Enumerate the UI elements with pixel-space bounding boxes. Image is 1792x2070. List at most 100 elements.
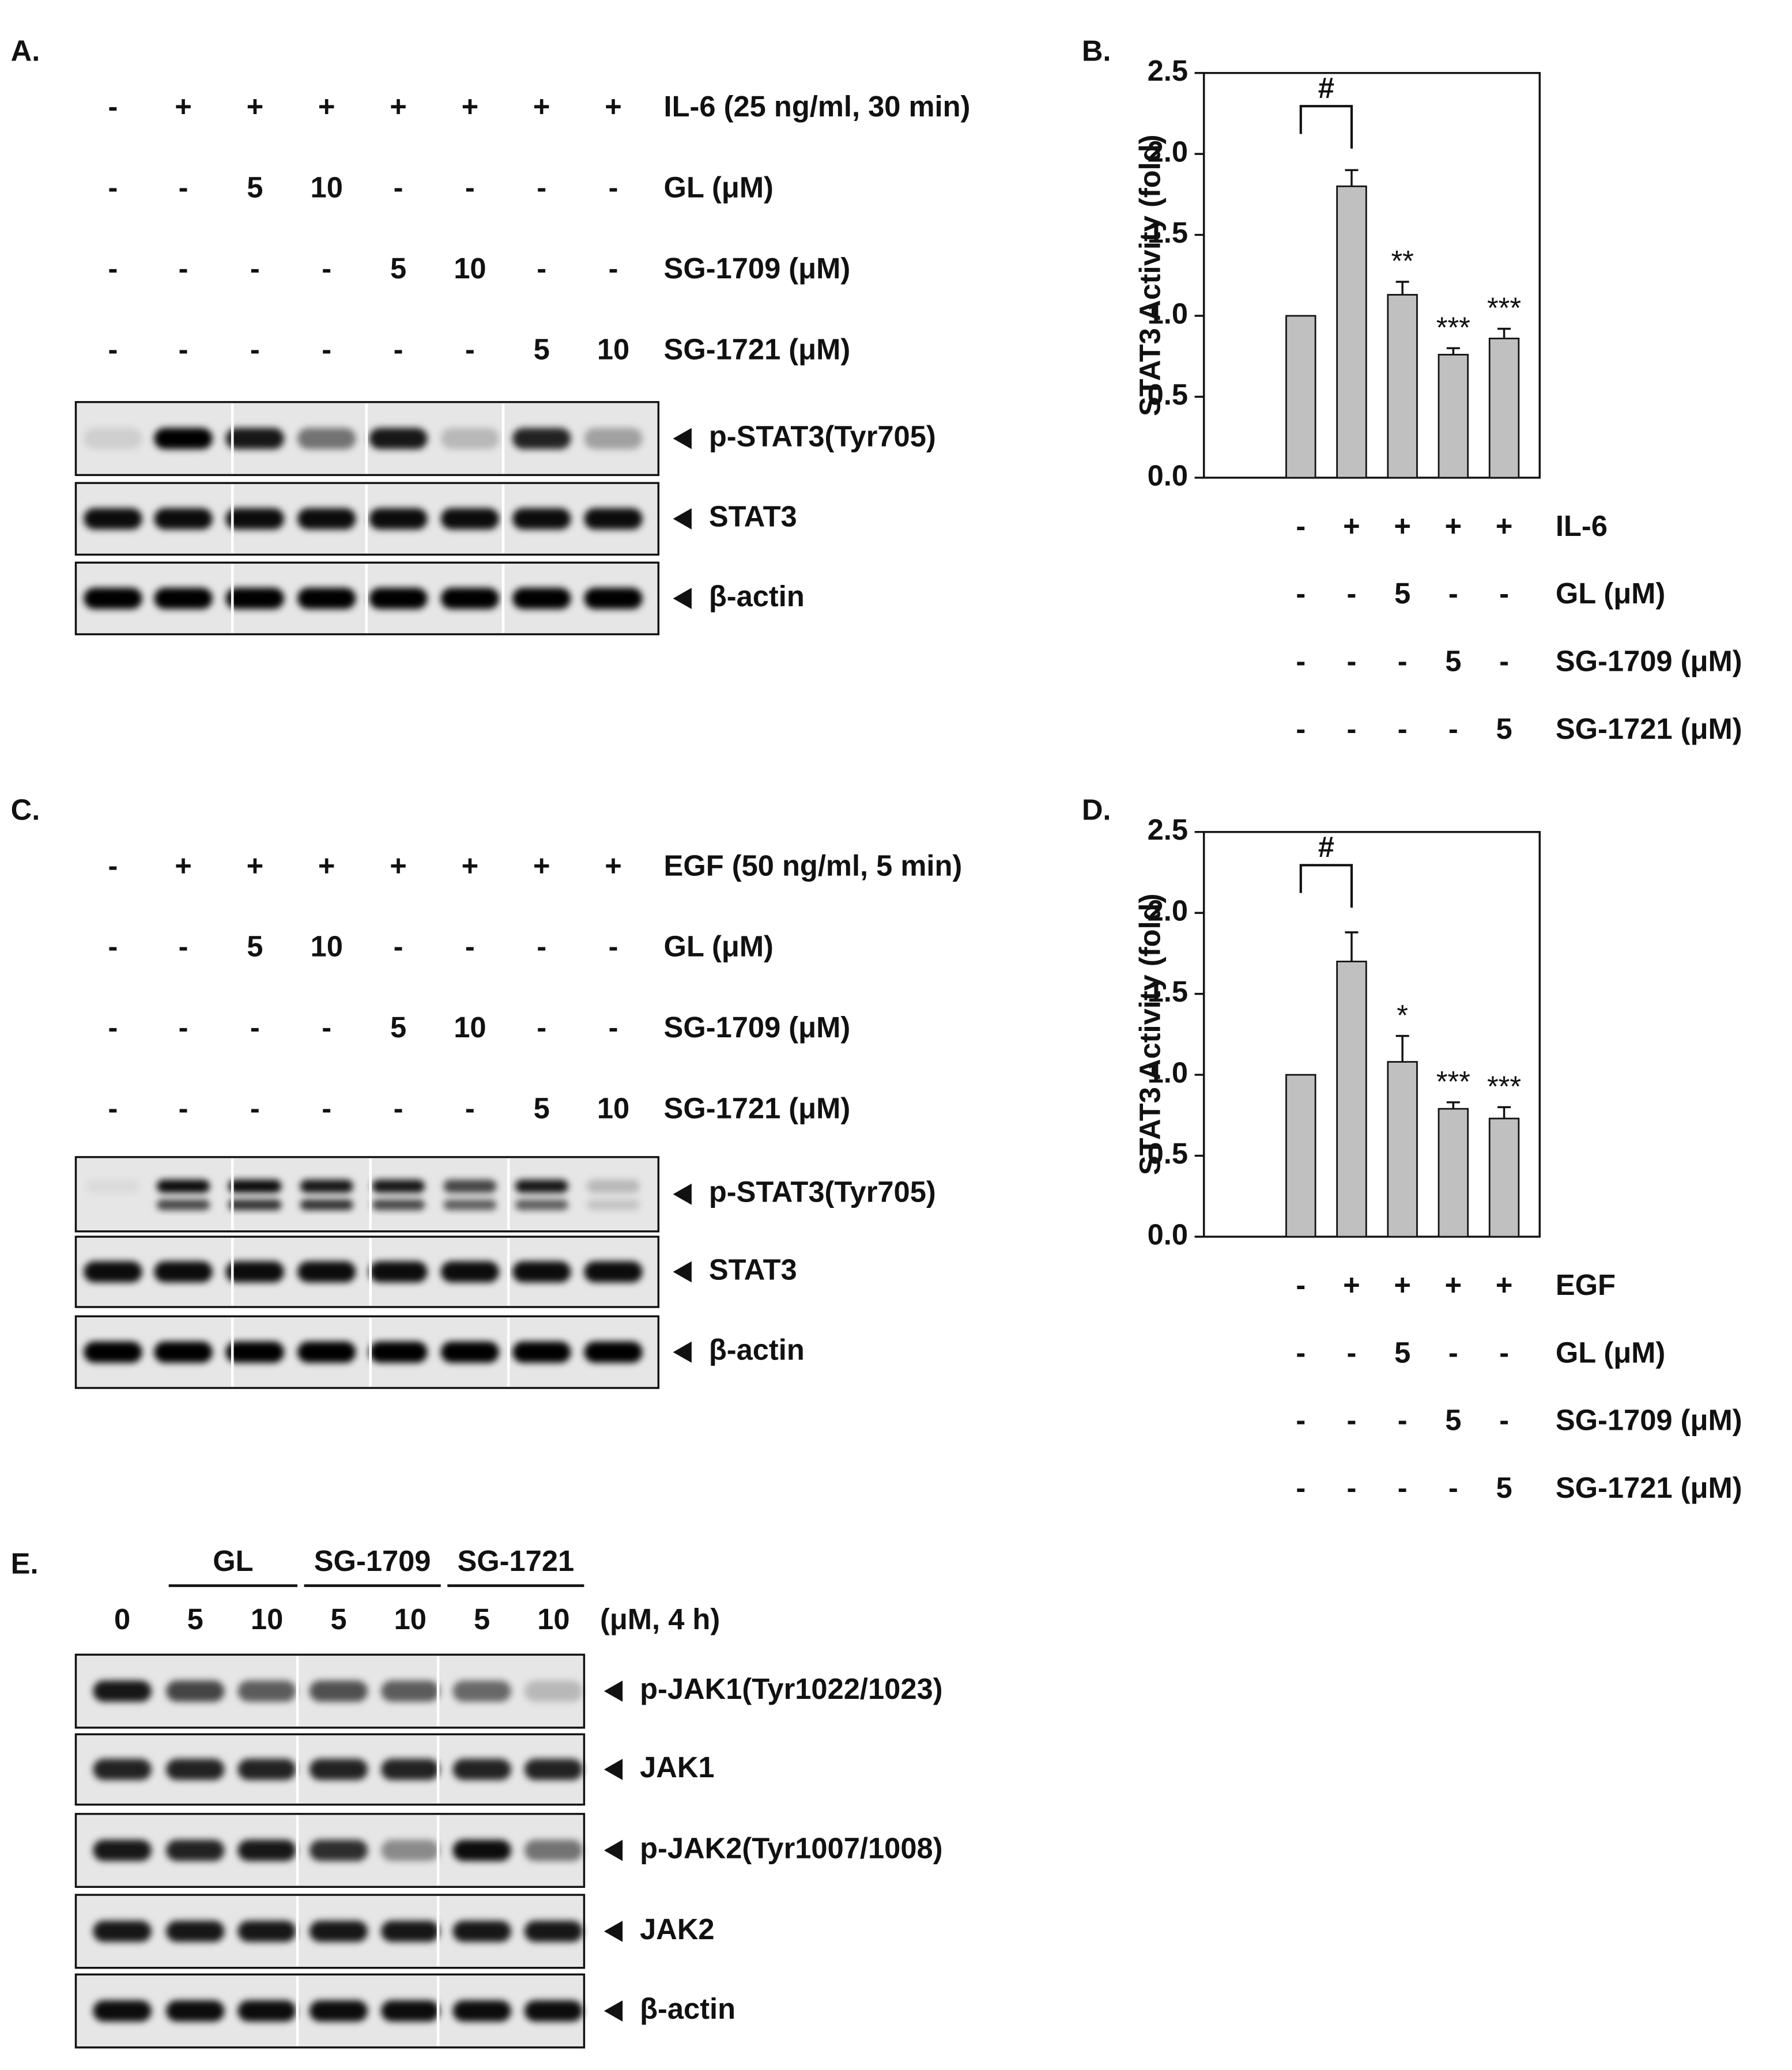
- condition-cell: -: [250, 252, 260, 285]
- band: [93, 1680, 152, 1702]
- band: [584, 508, 643, 530]
- y-axis-label: STAT3 Activity (fold): [1133, 894, 1166, 1176]
- condition-cell: 10: [597, 1092, 629, 1125]
- blot-label: p-STAT3(Tyr705): [709, 420, 936, 452]
- significance: *: [1397, 999, 1408, 1032]
- band: [584, 1341, 643, 1363]
- lane-label: 5: [474, 1603, 490, 1635]
- condition-cell: +: [175, 90, 192, 123]
- band: [512, 508, 571, 530]
- condition-cell: -: [1347, 645, 1357, 678]
- condition-cell: +: [1496, 1268, 1513, 1301]
- band: [154, 1341, 213, 1363]
- condition-cell: 5: [390, 252, 406, 285]
- condition-label: SG-1721 (μM): [664, 333, 851, 366]
- condition-cell: -: [1296, 1404, 1306, 1437]
- condition-cell: +: [605, 90, 622, 123]
- condition-cell: -: [179, 1092, 188, 1125]
- condition-cell: -: [1347, 1471, 1357, 1504]
- band: [309, 2000, 368, 2022]
- condition-cell: -: [108, 90, 118, 123]
- y-tick-label: 2.0: [1148, 135, 1188, 168]
- band: [300, 1179, 353, 1193]
- band: [84, 588, 142, 609]
- condition-cell: -: [1347, 712, 1357, 745]
- condition-cell: -: [108, 1011, 118, 1044]
- condition-cell: +: [318, 90, 335, 123]
- condition-cell: 10: [454, 252, 486, 285]
- band: [443, 1179, 497, 1193]
- condition-cell: +: [1496, 509, 1513, 542]
- band: [512, 1261, 571, 1283]
- group-label: GL: [213, 1544, 253, 1577]
- bar: [1285, 315, 1316, 479]
- condition-cell: -: [1448, 1471, 1458, 1504]
- band: [166, 1920, 225, 1942]
- condition-cell: -: [609, 1011, 618, 1044]
- band: [440, 588, 500, 609]
- condition-cell: -: [1448, 577, 1458, 610]
- band: [381, 1839, 440, 1861]
- arrow: [603, 2000, 623, 2022]
- condition-cell: -: [1296, 1268, 1306, 1301]
- band: [154, 428, 213, 449]
- condition-cell: -: [1499, 645, 1509, 678]
- lane-label: 10: [537, 1603, 569, 1635]
- band: [371, 1199, 425, 1210]
- condition-cell: -: [465, 930, 475, 963]
- blot-label: β-actin: [709, 580, 805, 613]
- condition-cell: -: [322, 252, 331, 285]
- condition-cell: -: [1398, 645, 1408, 678]
- blot-label: β-actin: [709, 1334, 805, 1366]
- condition-cell: 5: [534, 333, 550, 366]
- band: [84, 1261, 142, 1283]
- condition-cell: -: [609, 930, 618, 963]
- significance: ***: [1487, 1070, 1521, 1102]
- band: [237, 1920, 296, 1942]
- band: [93, 1759, 152, 1780]
- condition-cell: -: [322, 1011, 331, 1044]
- y-tick-label: 2.5: [1148, 813, 1188, 846]
- band: [309, 1759, 368, 1780]
- band: [512, 428, 571, 449]
- condition-label: SG-1721 (μM): [1556, 1471, 1742, 1504]
- band: [156, 1179, 210, 1193]
- condition-cell: 5: [390, 1011, 406, 1044]
- condition-cell: +: [247, 90, 264, 123]
- condition-cell: +: [390, 849, 407, 882]
- condition-cell: -: [1448, 1336, 1458, 1369]
- y-tick-label: 1.0: [1148, 297, 1188, 330]
- band: [297, 508, 356, 530]
- blot-label: β-actin: [640, 1992, 735, 2025]
- unit-label: (μM, 4 h): [600, 1603, 720, 1635]
- condition-cell: -: [1296, 509, 1306, 542]
- bracket: [1299, 105, 1353, 149]
- band: [84, 1341, 142, 1363]
- bracket-label: #: [1318, 830, 1334, 863]
- condition-cell: 10: [597, 333, 629, 366]
- y-tick-label: 0.5: [1148, 1137, 1188, 1170]
- condition-cell: -: [1296, 1336, 1306, 1369]
- condition-cell: -: [179, 252, 188, 285]
- band: [93, 1920, 152, 1942]
- y-tick-label: 0.0: [1148, 459, 1188, 492]
- condition-cell: -: [108, 333, 118, 366]
- panel-label: E.: [11, 1547, 39, 1580]
- condition-cell: -: [250, 333, 260, 366]
- band: [524, 1680, 583, 1702]
- band: [154, 508, 213, 530]
- condition-cell: -: [179, 1011, 188, 1044]
- band: [587, 1179, 640, 1193]
- band: [440, 508, 500, 530]
- band: [524, 1839, 583, 1861]
- condition-label: EGF: [1556, 1268, 1616, 1301]
- condition-label: IL-6 (25 ng/ml, 30 min): [664, 90, 971, 123]
- band: [587, 1199, 640, 1210]
- band: [166, 1839, 225, 1861]
- condition-cell: 5: [1445, 645, 1461, 678]
- panel-label: B.: [1082, 34, 1111, 67]
- significance: ***: [1436, 311, 1470, 343]
- band: [154, 1261, 213, 1283]
- band: [452, 2000, 511, 2022]
- lane-label: 5: [187, 1603, 203, 1635]
